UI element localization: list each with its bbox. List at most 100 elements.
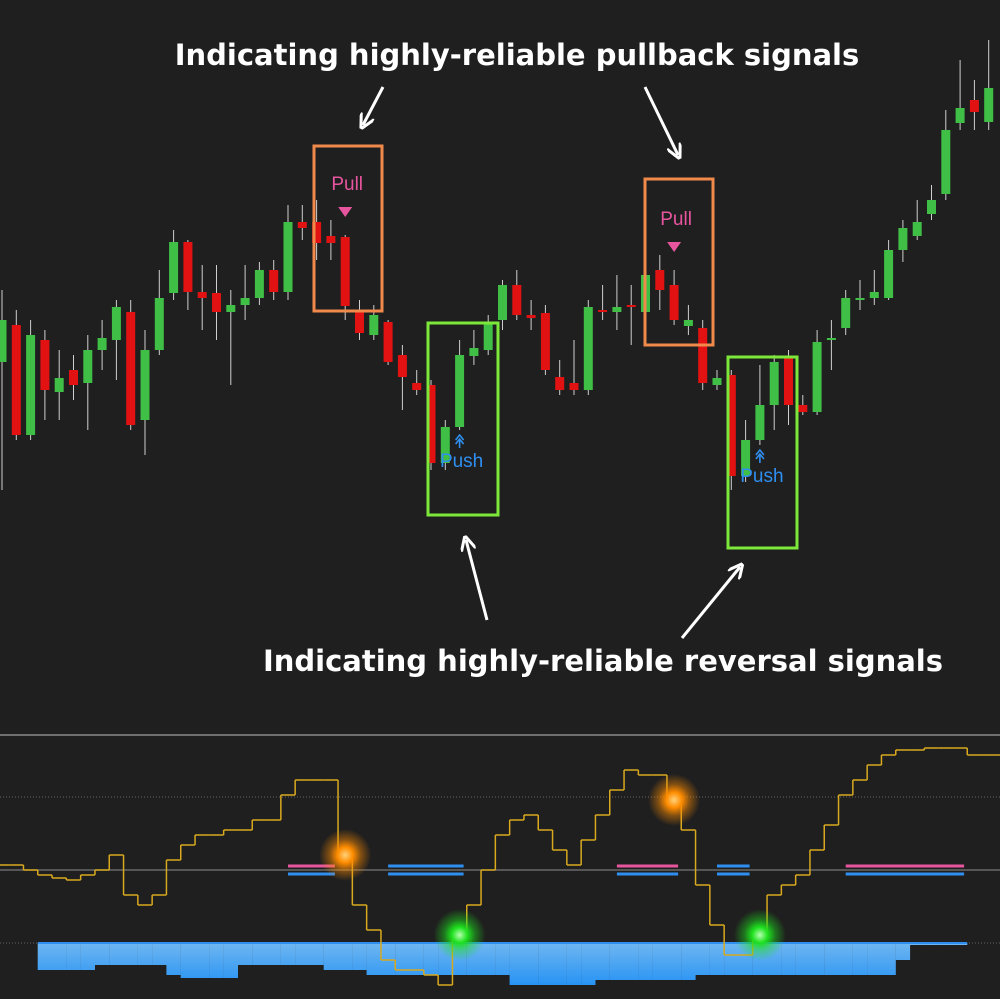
- oscillator-area: [824, 943, 839, 975]
- candle-body: [912, 222, 922, 236]
- oscillator-area: [809, 943, 825, 975]
- candle-body: [140, 350, 150, 420]
- oscillator-area: [552, 943, 567, 985]
- candle-body: [226, 305, 236, 312]
- pull-box: [312, 144, 384, 313]
- oscillator-area: [566, 943, 582, 985]
- signal-marker: [454, 433, 465, 448]
- oscillator-area: [795, 943, 810, 975]
- candle-body: [869, 292, 879, 298]
- signal-marker: [667, 242, 682, 252]
- candle-body: [469, 348, 479, 356]
- signal-label: Push: [740, 466, 783, 487]
- oscillator-area: [624, 943, 639, 980]
- oscillator-area: [66, 943, 81, 970]
- signal-dot: [319, 829, 372, 881]
- candle-body: [612, 307, 622, 312]
- oscillator-area: [523, 943, 539, 985]
- oscillator-area: [338, 943, 353, 970]
- oscillator-area: [666, 943, 682, 980]
- oscillator-area: [595, 943, 610, 980]
- candle-body: [26, 335, 36, 435]
- oscillator-area: [681, 943, 696, 980]
- oscillator-area: [37, 943, 53, 970]
- candle-body: [483, 322, 493, 350]
- oscillator-area: [166, 943, 181, 975]
- oscillator-area: [838, 943, 853, 975]
- oscillator-area: [481, 943, 496, 975]
- candle-body: [412, 383, 422, 390]
- oscillator-area: [609, 943, 625, 980]
- oscillator-area: [709, 943, 725, 975]
- oscillator-area: [266, 943, 281, 965]
- candle-body: [0, 320, 7, 362]
- candle-body: [126, 312, 136, 425]
- candle-body: [540, 313, 550, 370]
- candle-body: [283, 222, 293, 292]
- pull-box: [643, 177, 715, 347]
- candle-body: [741, 440, 751, 476]
- oscillator-area: [581, 943, 596, 985]
- candle-body: [526, 315, 536, 318]
- annotation: Indicating highly-reliable reversal sign…: [263, 644, 943, 678]
- oscillator-area: [52, 943, 67, 970]
- oscillator-area: [495, 943, 510, 975]
- oscillator-area: [309, 943, 324, 965]
- candle-body: [698, 328, 708, 383]
- oscillator-area: [137, 943, 153, 965]
- oscillator-area: [195, 943, 210, 978]
- oscillator-area: [509, 943, 524, 985]
- oscillator-area: [781, 943, 796, 975]
- oscillator-area: [395, 943, 410, 975]
- annotation: Indicating highly-reliable pullback sign…: [175, 38, 860, 72]
- signal-dot: [433, 909, 486, 961]
- candle-body: [383, 322, 393, 362]
- signal-dot: [648, 774, 701, 826]
- oscillator-area: [852, 943, 868, 975]
- oscillator-area: [867, 943, 882, 975]
- candle-body: [512, 285, 522, 315]
- candle-body: [40, 340, 50, 390]
- arrow: [466, 540, 489, 621]
- signal-label: Pull: [331, 174, 363, 195]
- oscillator-area: [209, 943, 224, 978]
- oscillator-area: [695, 943, 710, 975]
- candle-body: [655, 270, 665, 290]
- candle-body: [254, 270, 264, 298]
- candle-body: [54, 378, 64, 392]
- candle-body: [69, 370, 78, 385]
- candle-body: [583, 307, 593, 390]
- candle-body: [312, 222, 322, 243]
- candle-body: [240, 298, 250, 305]
- oscillator-area: [409, 943, 424, 975]
- oscillator-area: [80, 943, 95, 970]
- signal-label: Pull: [660, 209, 692, 230]
- oscillator-area: [352, 943, 367, 970]
- oscillator-area: [366, 943, 381, 975]
- candle-body: [197, 292, 207, 298]
- candle-body: [97, 338, 107, 350]
- candle-body: [755, 405, 765, 440]
- candle-body: [941, 130, 951, 194]
- oscillator-area: [423, 943, 439, 975]
- candle-body: [397, 355, 407, 377]
- candle-body: [83, 350, 93, 383]
- candle-body: [340, 237, 350, 306]
- oscillator-area: [881, 943, 896, 975]
- candle-body: [183, 242, 193, 292]
- candle-body: [455, 355, 465, 427]
- candle-body: [826, 338, 836, 340]
- signal-marker: [755, 448, 765, 463]
- candle-body: [569, 383, 579, 390]
- candle-body: [955, 108, 965, 123]
- arrow: [363, 86, 385, 125]
- candle-body: [297, 222, 307, 228]
- oscillator-area: [152, 943, 167, 965]
- push-box: [726, 355, 799, 550]
- candle-body: [712, 378, 722, 385]
- oscillator-area: [652, 943, 667, 980]
- oscillator-area: [895, 943, 911, 960]
- oscillator-area: [180, 943, 196, 978]
- oscillator-area: [109, 943, 124, 965]
